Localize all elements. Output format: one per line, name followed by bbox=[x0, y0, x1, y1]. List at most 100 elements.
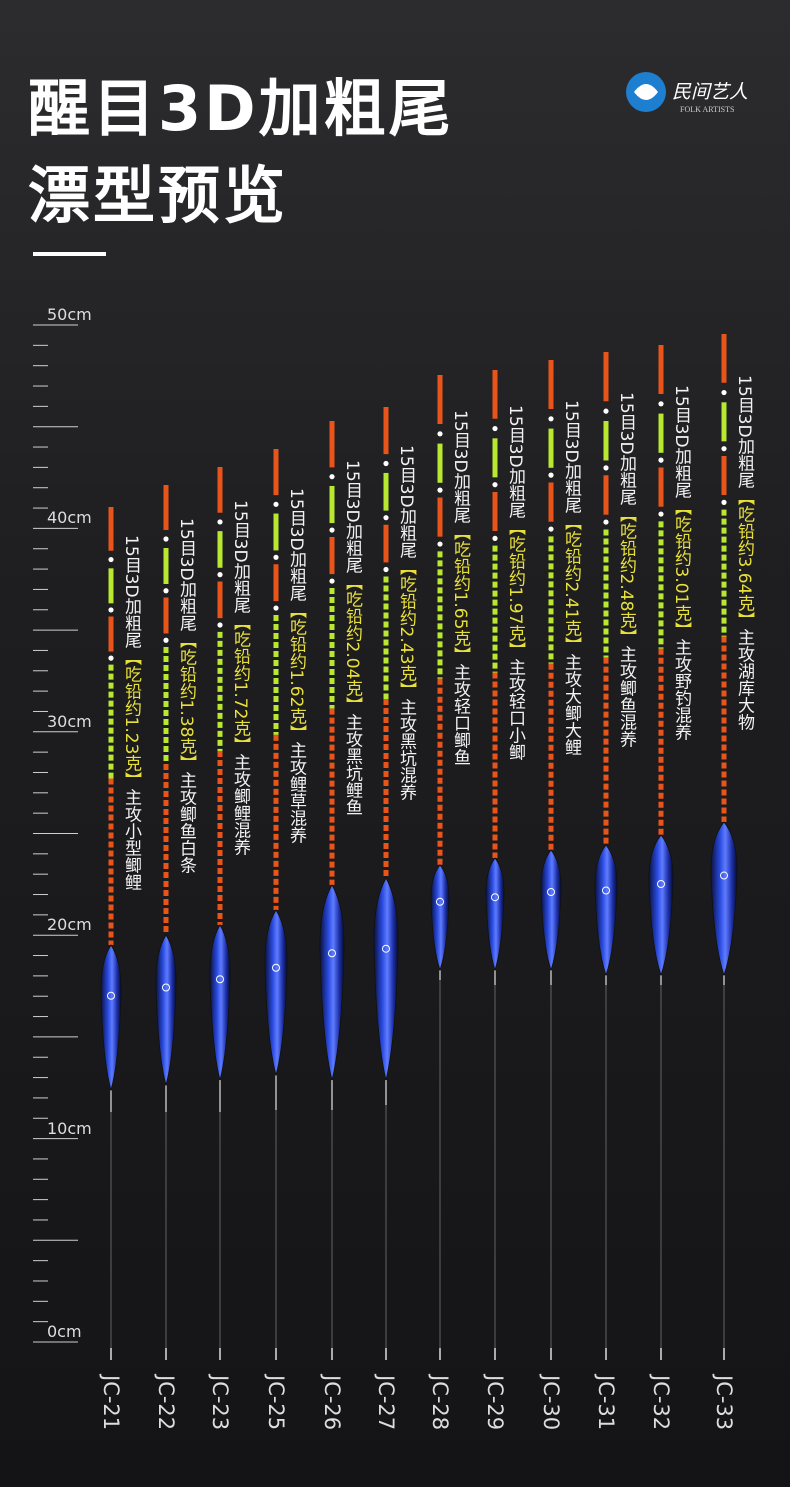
float-body bbox=[594, 844, 618, 977]
float-text: 15目3D加粗尾【吃铅约1.97克】主攻轻口小鲫 bbox=[505, 405, 525, 760]
float-spec: 15目3D加粗尾 bbox=[671, 385, 691, 499]
float-spec: 15目3D加粗尾 bbox=[286, 488, 306, 602]
float-lead: 【吃铅约2.04克】 bbox=[342, 573, 362, 714]
float-spec: 15目3D加粗尾 bbox=[176, 518, 196, 632]
float-use: 主攻鲫鱼混养 bbox=[616, 645, 636, 748]
float-text: 15目3D加粗尾【吃铅约2.43克】主攻黑坑混养 bbox=[396, 445, 416, 800]
underline bbox=[33, 252, 106, 256]
float-logo bbox=[382, 944, 390, 953]
model-label: JC-22 bbox=[154, 1375, 178, 1431]
model-label: JC-30 bbox=[539, 1375, 563, 1431]
float-text: 15目3D加粗尾【吃铅约1.23克】主攻小型鲫鲤 bbox=[121, 535, 141, 890]
float-dot bbox=[329, 578, 335, 584]
float-logo bbox=[328, 949, 336, 958]
float-dot bbox=[273, 605, 279, 611]
float-dot bbox=[329, 527, 335, 533]
float-dot bbox=[492, 535, 498, 541]
float-logo bbox=[162, 983, 170, 992]
float-dot bbox=[492, 482, 498, 488]
float-logo bbox=[491, 893, 499, 902]
ruler-label: 50cm bbox=[47, 305, 92, 324]
float-use: 主攻大鲫大鲤 bbox=[561, 653, 581, 756]
float-body bbox=[430, 864, 450, 972]
float-dot bbox=[217, 519, 223, 525]
float-use: 主攻轻口小鲫 bbox=[505, 658, 525, 761]
float-text: 15目3D加粗尾【吃铅约1.72克】主攻鲫鲤混养 bbox=[230, 500, 250, 855]
float-text: 15目3D加粗尾【吃铅约2.41克】主攻大鲫大鲤 bbox=[561, 400, 581, 755]
float-body bbox=[100, 944, 122, 1092]
float-body bbox=[648, 834, 674, 977]
float-dot bbox=[108, 556, 114, 563]
float-use: 主攻鲫鲤混养 bbox=[230, 753, 250, 856]
float-body bbox=[264, 909, 288, 1077]
float-dot bbox=[721, 389, 727, 396]
float-dot bbox=[548, 526, 554, 532]
ruler-label: 0cm bbox=[47, 1322, 82, 1341]
float-dot bbox=[603, 465, 609, 471]
float-lead: 【吃铅约1.38克】 bbox=[176, 631, 196, 772]
float-text: 15目3D加粗尾【吃铅约2.04克】主攻黑坑鲤鱼 bbox=[342, 460, 362, 815]
logo-icon bbox=[634, 84, 658, 100]
float-dot bbox=[108, 607, 114, 613]
float-use: 主攻小型鲫鲤 bbox=[121, 788, 141, 891]
float-logo bbox=[216, 975, 224, 984]
float-body bbox=[373, 877, 399, 1081]
float-dot bbox=[721, 446, 727, 452]
ruler-label: 10cm bbox=[47, 1118, 92, 1138]
float-dot bbox=[329, 474, 335, 480]
float-use: 主攻鲫鱼白条 bbox=[176, 771, 196, 874]
float-body bbox=[155, 934, 177, 1087]
float-logo bbox=[657, 880, 665, 888]
logo-english: FOLK ARTISTS bbox=[680, 105, 734, 114]
float-spec: 15目3D加粗尾 bbox=[505, 405, 525, 519]
float-lead: 【吃铅约1.62克】 bbox=[286, 601, 306, 742]
float-dot bbox=[163, 536, 169, 542]
float-logo bbox=[436, 897, 444, 906]
float-body bbox=[209, 924, 231, 1081]
float-dot bbox=[163, 637, 169, 643]
logo-name: 民间艺人 bbox=[672, 81, 748, 103]
float-dot bbox=[108, 655, 114, 661]
float-dot bbox=[492, 425, 498, 432]
float-spec: 15目3D加粗尾 bbox=[734, 375, 754, 489]
ruler-label: 30cm bbox=[47, 711, 92, 731]
float-text: 15目3D加粗尾【吃铅约2.48克】主攻鲫鱼混养 bbox=[616, 392, 636, 747]
float-lead: 【吃铅约2.41克】 bbox=[561, 513, 581, 654]
float-spec: 15目3D加粗尾 bbox=[450, 410, 470, 524]
title-line: 漂型预览 bbox=[28, 159, 289, 232]
model-label: JC-33 bbox=[712, 1375, 736, 1431]
model-label: JC-21 bbox=[99, 1375, 123, 1431]
float-dot bbox=[383, 515, 389, 521]
float-logo bbox=[107, 991, 115, 1000]
float-lead: 【吃铅约1.97克】 bbox=[505, 518, 525, 659]
float-text: 15目3D加粗尾【吃铅约1.65克】主攻轻口鲫鱼 bbox=[450, 410, 470, 765]
float-use: 主攻黑坑鲤鱼 bbox=[342, 713, 362, 816]
float-lead: 【吃铅约1.65克】 bbox=[450, 523, 470, 664]
float-body bbox=[319, 884, 345, 1081]
float-lead: 【吃铅约2.43克】 bbox=[396, 558, 416, 699]
float-dot bbox=[437, 487, 443, 493]
model-label: JC-23 bbox=[208, 1375, 232, 1431]
float-dot bbox=[658, 457, 664, 463]
float-dot bbox=[548, 416, 554, 422]
model-label: JC-31 bbox=[594, 1375, 618, 1431]
ruler-label: 40cm bbox=[47, 508, 92, 528]
float-lead: 【吃铅约1.23克】 bbox=[121, 648, 141, 789]
float-text: 15目3D加粗尾【吃铅约1.38克】主攻鲫鱼白条 bbox=[176, 518, 196, 873]
float-dot bbox=[273, 501, 279, 507]
float-spec: 15目3D加粗尾 bbox=[616, 392, 636, 506]
model-label: JC-26 bbox=[320, 1375, 344, 1431]
float-dot bbox=[658, 511, 664, 517]
float-spec: 15目3D加粗尾 bbox=[121, 535, 141, 649]
float-dot bbox=[163, 588, 169, 594]
float-spec: 15目3D加粗尾 bbox=[342, 460, 362, 574]
float-spec: 15目3D加粗尾 bbox=[230, 500, 250, 614]
float-lead: 【吃铅约2.48克】 bbox=[616, 505, 636, 646]
float-body bbox=[710, 821, 738, 977]
float-lead: 【吃铅约3.01克】 bbox=[671, 498, 691, 639]
float-dot bbox=[383, 566, 389, 573]
model-label: JC-32 bbox=[649, 1375, 673, 1431]
float-text: 15目3D加粗尾【吃铅约3.01克】主攻野钓混养 bbox=[671, 385, 691, 740]
model-label: JC-28 bbox=[428, 1375, 452, 1431]
